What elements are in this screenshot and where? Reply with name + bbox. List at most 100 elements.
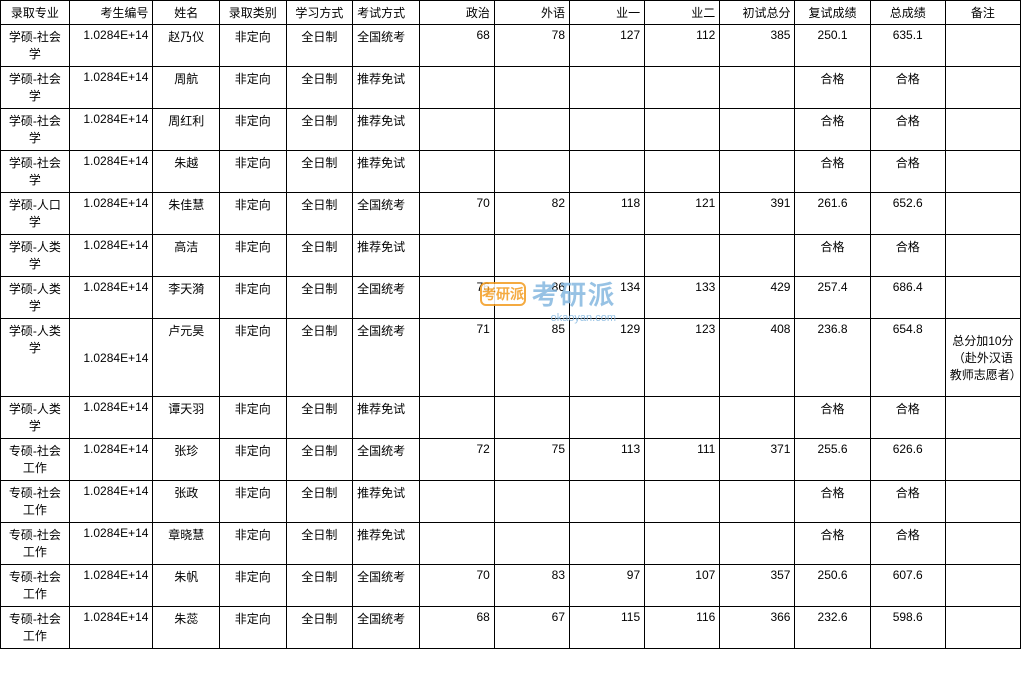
cell-id: 1.0284E+14 bbox=[69, 67, 153, 109]
cell-total: 652.6 bbox=[870, 193, 945, 235]
col-header-study: 学习方式 bbox=[286, 1, 353, 25]
table-row: 专硕-社会工作1.0284E+14张珍非定向全日制全国统考72751131113… bbox=[1, 439, 1021, 481]
cell-lang: 78 bbox=[494, 25, 569, 67]
cell-note bbox=[945, 67, 1020, 109]
cell-study: 全日制 bbox=[286, 523, 353, 565]
cell-name: 张珍 bbox=[153, 439, 220, 481]
cell-major: 学硕-社会学 bbox=[1, 67, 70, 109]
cell-total: 合格 bbox=[870, 67, 945, 109]
cell-type: 非定向 bbox=[220, 439, 287, 481]
cell-note bbox=[945, 193, 1020, 235]
cell-re: 合格 bbox=[795, 151, 870, 193]
cell-re: 257.4 bbox=[795, 277, 870, 319]
cell-init bbox=[720, 109, 795, 151]
cell-total: 654.8 bbox=[870, 319, 945, 397]
cell-pol bbox=[419, 397, 494, 439]
cell-exam: 全国统考 bbox=[353, 439, 420, 481]
cell-lang: 85 bbox=[494, 319, 569, 397]
cell-s1: 97 bbox=[570, 565, 645, 607]
cell-init bbox=[720, 67, 795, 109]
cell-s2 bbox=[645, 67, 720, 109]
cell-name: 周航 bbox=[153, 67, 220, 109]
cell-exam: 推荐免试 bbox=[353, 481, 420, 523]
cell-study: 全日制 bbox=[286, 481, 353, 523]
col-header-pol: 政治 bbox=[419, 1, 494, 25]
cell-re: 合格 bbox=[795, 109, 870, 151]
cell-study: 全日制 bbox=[286, 319, 353, 397]
cell-study: 全日制 bbox=[286, 193, 353, 235]
cell-init bbox=[720, 523, 795, 565]
col-header-exam: 考试方式 bbox=[353, 1, 420, 25]
cell-name: 卢元昊 bbox=[153, 319, 220, 397]
cell-re: 250.6 bbox=[795, 565, 870, 607]
cell-major: 专硕-社会工作 bbox=[1, 565, 70, 607]
cell-exam: 推荐免试 bbox=[353, 67, 420, 109]
cell-note bbox=[945, 397, 1020, 439]
cell-type: 非定向 bbox=[220, 565, 287, 607]
cell-exam: 推荐免试 bbox=[353, 235, 420, 277]
cell-s2 bbox=[645, 109, 720, 151]
cell-id: 1.0284E+14 bbox=[69, 607, 153, 649]
table-row: 专硕-社会工作1.0284E+14章晓慧非定向全日制推荐免试合格合格 bbox=[1, 523, 1021, 565]
cell-total: 626.6 bbox=[870, 439, 945, 481]
cell-name: 朱佳慧 bbox=[153, 193, 220, 235]
cell-init: 391 bbox=[720, 193, 795, 235]
col-header-s2: 业二 bbox=[645, 1, 720, 25]
table-row: 学硕-社会学1.0284E+14周红利非定向全日制推荐免试合格合格 bbox=[1, 109, 1021, 151]
cell-total: 合格 bbox=[870, 397, 945, 439]
cell-note bbox=[945, 25, 1020, 67]
cell-major: 专硕-社会工作 bbox=[1, 523, 70, 565]
cell-lang bbox=[494, 109, 569, 151]
cell-s2: 112 bbox=[645, 25, 720, 67]
cell-study: 全日制 bbox=[286, 607, 353, 649]
cell-exam: 全国统考 bbox=[353, 277, 420, 319]
cell-exam: 推荐免试 bbox=[353, 397, 420, 439]
cell-pol: 76 bbox=[419, 277, 494, 319]
cell-total: 合格 bbox=[870, 235, 945, 277]
cell-major: 学硕-人口学 bbox=[1, 193, 70, 235]
cell-name: 周红利 bbox=[153, 109, 220, 151]
cell-pol: 68 bbox=[419, 25, 494, 67]
cell-pol: 68 bbox=[419, 607, 494, 649]
cell-re: 合格 bbox=[795, 523, 870, 565]
col-header-name: 姓名 bbox=[153, 1, 220, 25]
cell-pol: 70 bbox=[419, 565, 494, 607]
cell-note bbox=[945, 439, 1020, 481]
cell-major: 专硕-社会工作 bbox=[1, 481, 70, 523]
cell-exam: 全国统考 bbox=[353, 25, 420, 67]
cell-re: 合格 bbox=[795, 481, 870, 523]
cell-type: 非定向 bbox=[220, 25, 287, 67]
cell-s2: 116 bbox=[645, 607, 720, 649]
cell-id: 1.0284E+14 bbox=[69, 151, 153, 193]
cell-total: 合格 bbox=[870, 151, 945, 193]
cell-exam: 推荐免试 bbox=[353, 523, 420, 565]
cell-init: 408 bbox=[720, 319, 795, 397]
cell-name: 张政 bbox=[153, 481, 220, 523]
cell-note bbox=[945, 151, 1020, 193]
cell-exam: 推荐免试 bbox=[353, 151, 420, 193]
table-row: 专硕-社会工作1.0284E+14朱蕊非定向全日制全国统考68671151163… bbox=[1, 607, 1021, 649]
cell-s2: 121 bbox=[645, 193, 720, 235]
cell-re: 合格 bbox=[795, 235, 870, 277]
cell-s1 bbox=[570, 235, 645, 277]
cell-s1 bbox=[570, 67, 645, 109]
cell-major: 学硕-社会学 bbox=[1, 109, 70, 151]
cell-re: 合格 bbox=[795, 67, 870, 109]
cell-pol: 70 bbox=[419, 193, 494, 235]
cell-major: 学硕-社会学 bbox=[1, 151, 70, 193]
cell-id: 1.0284E+14 bbox=[69, 109, 153, 151]
cell-s2: 123 bbox=[645, 319, 720, 397]
cell-name: 谭天羽 bbox=[153, 397, 220, 439]
cell-s2 bbox=[645, 151, 720, 193]
cell-init bbox=[720, 481, 795, 523]
cell-re: 261.6 bbox=[795, 193, 870, 235]
cell-note: 总分加10分（赴外汉语教师志愿者） bbox=[945, 319, 1020, 397]
cell-major: 学硕-人类学 bbox=[1, 277, 70, 319]
cell-s1 bbox=[570, 481, 645, 523]
cell-major: 学硕-社会学 bbox=[1, 25, 70, 67]
cell-lang bbox=[494, 151, 569, 193]
col-header-init: 初试总分 bbox=[720, 1, 795, 25]
table-row: 学硕-人口学1.0284E+14朱佳慧非定向全日制全国统考70821181213… bbox=[1, 193, 1021, 235]
cell-s2 bbox=[645, 481, 720, 523]
cell-study: 全日制 bbox=[286, 397, 353, 439]
